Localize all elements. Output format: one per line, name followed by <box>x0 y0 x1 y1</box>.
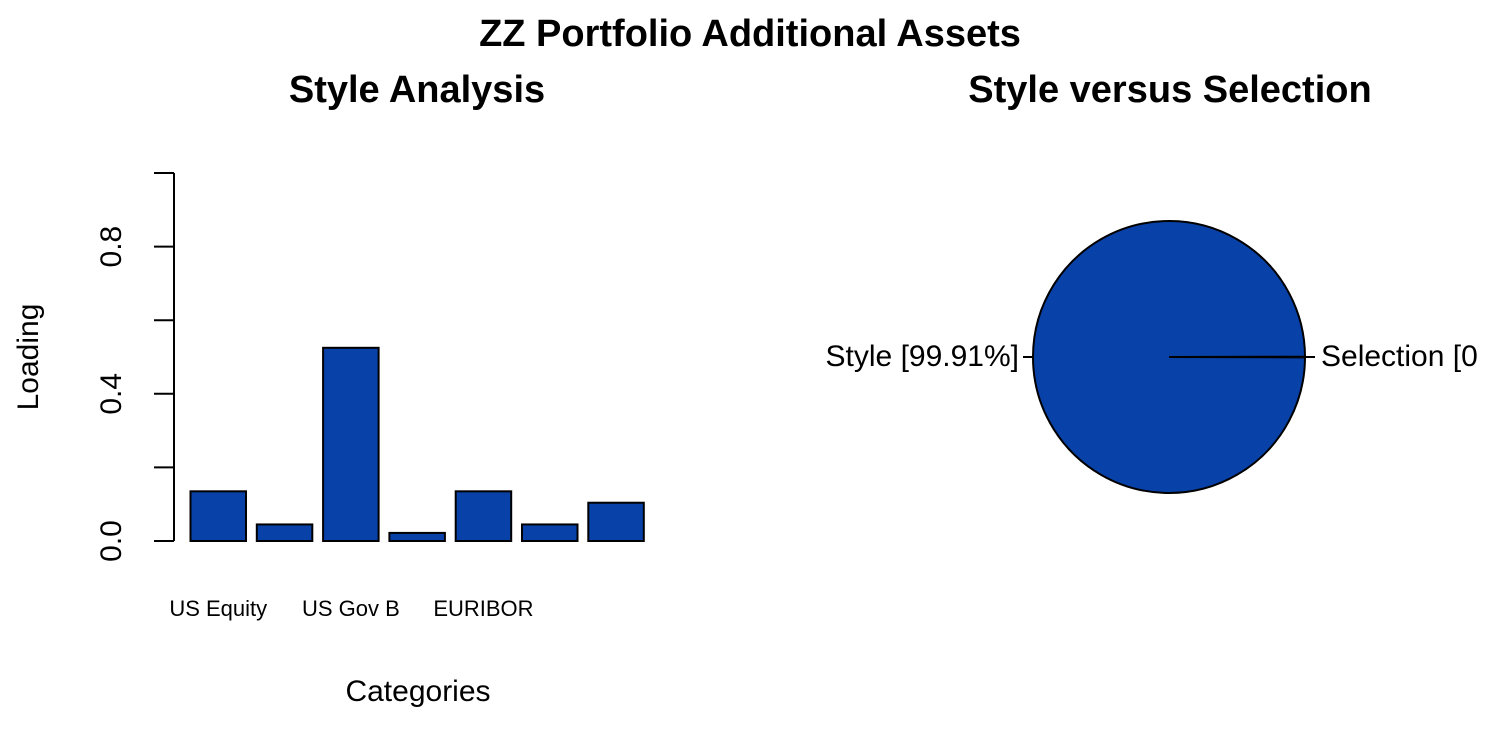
bar-5 <box>521 523 579 543</box>
style-analysis-panel: Style Analysis 0.0 0.4 0.8 US Equity US Gov… <box>12 69 645 708</box>
bar-series <box>189 346 645 543</box>
main-title: ZZ Portfolio Additional Assets <box>479 13 1021 55</box>
bar-3 <box>388 531 446 542</box>
y-tick-label-0: 0.0 <box>95 520 128 562</box>
pie-label-selection: Selection [0 <box>1321 340 1478 373</box>
category-label-4: EURIBOR <box>433 596 533 621</box>
pie-label-style: Style [99.91%] <box>826 340 1019 373</box>
y-tick-label-2: 0.8 <box>95 226 128 268</box>
pie-chart-title: Style versus Selection <box>968 69 1371 111</box>
y-axis-ticks: 0.0 0.4 0.8 <box>95 172 174 562</box>
bar-4 <box>454 490 513 543</box>
bar-1 <box>255 523 314 543</box>
pie-series <box>1023 220 1315 494</box>
pie-slice-0 <box>1032 220 1307 494</box>
bar-2 <box>322 346 380 542</box>
bar-6 <box>587 501 645 542</box>
bar-0 <box>189 490 247 543</box>
category-label-0: US Equity <box>169 596 267 621</box>
category-labels: US Equity US Gov B EURIBOR <box>169 596 533 621</box>
category-label-2: US Gov B <box>302 596 400 621</box>
bar-chart-title: Style Analysis <box>289 69 545 111</box>
style-versus-selection-panel: Style versus Selection Style [99.91%] Se… <box>826 69 1478 494</box>
y-tick-label-1: 0.4 <box>95 373 128 415</box>
y-axis-label: Loading <box>12 304 45 411</box>
x-axis-label: Categories <box>345 675 490 708</box>
